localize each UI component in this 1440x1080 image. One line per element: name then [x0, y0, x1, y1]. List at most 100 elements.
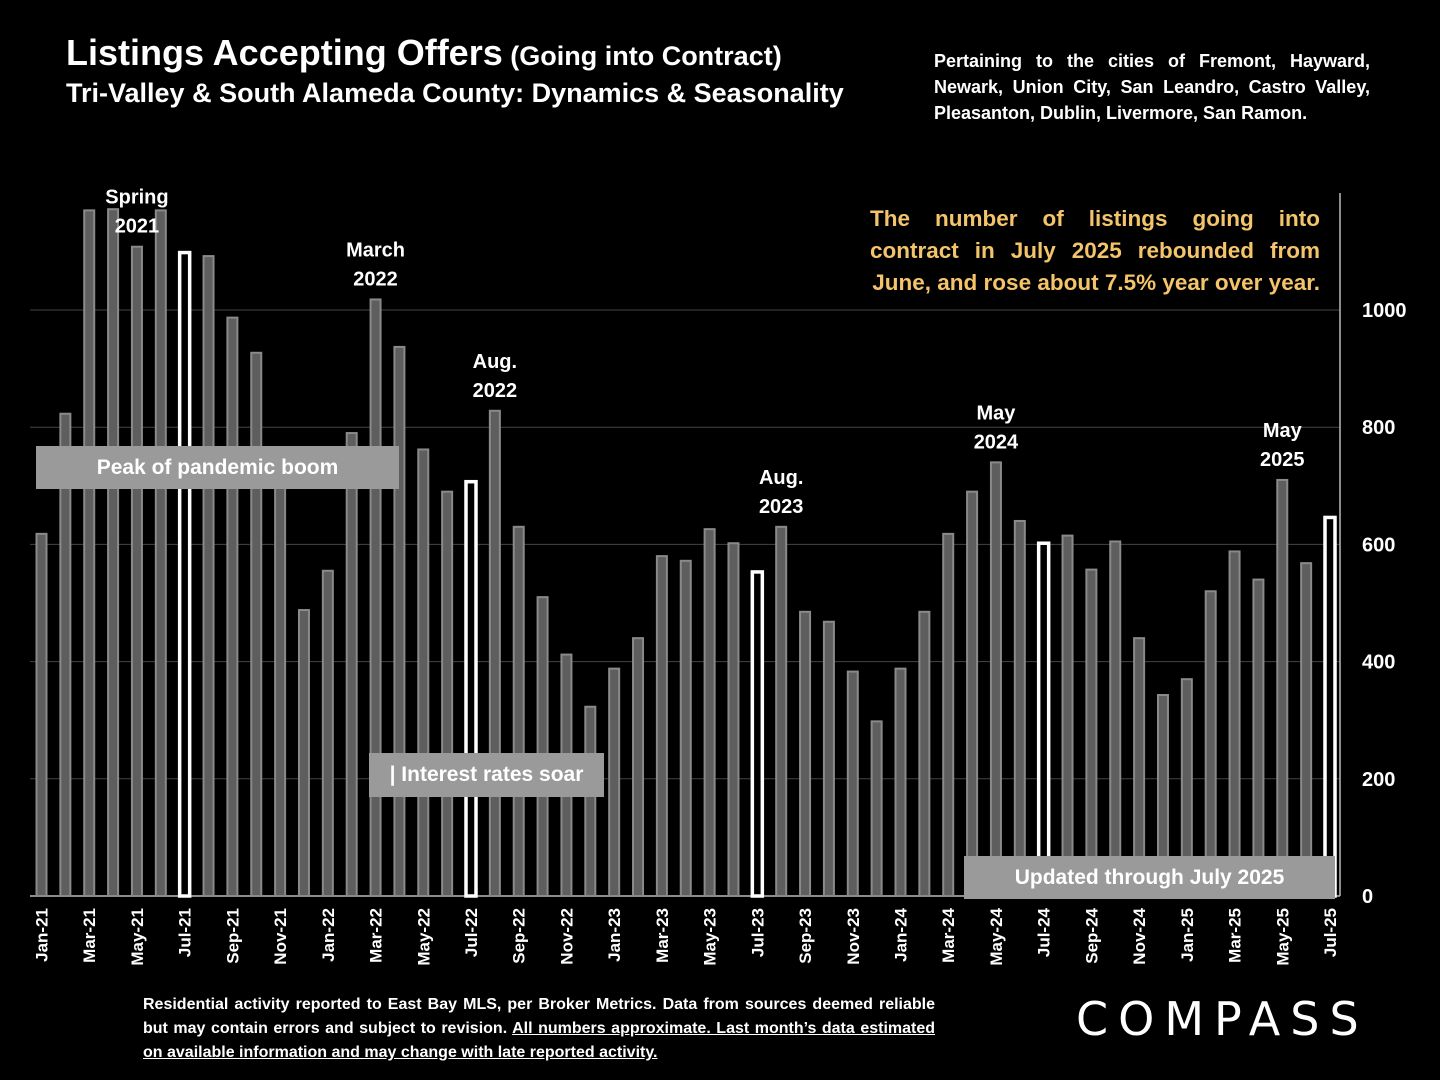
footer-disclaimer: Residential activity reported to East Ba…	[143, 993, 935, 1065]
y-tick-label: 1000	[1362, 300, 1407, 322]
bar	[297, 609, 310, 897]
x-tick-label: Mar-23	[653, 908, 672, 963]
x-tick-label: Jul-25	[1321, 908, 1340, 957]
x-tick-label: Nov-22	[557, 908, 576, 965]
x-tick-label: Mar-24	[939, 907, 958, 962]
x-tick-label: Nov-24	[1130, 907, 1149, 964]
x-tick-label: Mar-22	[367, 908, 386, 963]
bar	[274, 461, 287, 897]
bar	[226, 316, 239, 898]
x-tick-label: Sep-23	[796, 908, 815, 964]
bar	[154, 209, 167, 897]
bar	[870, 720, 883, 898]
bar	[1109, 540, 1122, 897]
bar	[894, 667, 907, 898]
x-tick-label: Jul-24	[1035, 907, 1054, 957]
bar	[1085, 568, 1098, 898]
bar	[417, 448, 430, 897]
bar	[250, 351, 263, 897]
bar	[632, 637, 645, 897]
bar	[1013, 519, 1026, 898]
bar	[59, 412, 72, 897]
bar-chart: 0 200 400 600 800 1000 Jan-21 Mar-21 May-21 Jul-2…	[30, 187, 1407, 966]
bar	[703, 528, 716, 897]
bar	[966, 490, 979, 897]
bar	[1061, 534, 1074, 897]
x-tick-label: May-24	[987, 907, 1006, 965]
title-main: Listings Accepting Offers	[66, 32, 503, 73]
rates-label: | Interest rates soar	[369, 753, 604, 797]
chart-title: Listings Accepting Offers (Going into Co…	[66, 32, 782, 74]
x-tick-label: Jul-22	[462, 908, 481, 957]
x-tick-label: Mar-25	[1226, 908, 1245, 963]
bar	[750, 570, 765, 898]
bar	[488, 409, 501, 897]
x-tick-label: May-22	[414, 908, 433, 966]
footer-text: Residential activity reported to East Ba…	[143, 996, 935, 1037]
bar	[1276, 478, 1289, 897]
scope-note: Pertaining to the cities of Fremont, Hay…	[934, 51, 1370, 123]
x-tick-label: Nov-23	[844, 908, 863, 965]
bar	[799, 610, 812, 897]
x-tick-label: Nov-21	[271, 908, 290, 965]
x-tick-label: Jan-22	[319, 908, 338, 962]
bar	[1252, 578, 1265, 897]
x-tick-label: Jul-23	[748, 908, 767, 957]
bar	[512, 525, 525, 897]
bar-annotation: Spring	[105, 187, 168, 209]
bar-annotation: 2023	[759, 496, 804, 518]
x-tick-label: Jan-23	[605, 908, 624, 962]
bar	[775, 525, 788, 897]
x-tick-label: Jan-21	[33, 908, 52, 962]
bar	[655, 555, 668, 897]
y-tick-label: 0	[1362, 886, 1373, 908]
bar-annotation: 2024	[974, 431, 1019, 453]
bar-annotation: May	[1263, 420, 1303, 442]
bar	[441, 490, 454, 897]
bar	[369, 298, 382, 897]
x-tick-label: May-23	[701, 908, 720, 966]
y-tick-label: 200	[1362, 769, 1395, 791]
x-tick-label: Jul-21	[176, 908, 195, 957]
x-tick-label: May-21	[128, 908, 147, 966]
bar	[1323, 515, 1337, 898]
bar-annotation: March	[346, 239, 405, 261]
bar	[1036, 541, 1051, 898]
title-paren: (Going into Contract)	[502, 41, 782, 71]
x-tick-label: Mar-21	[80, 908, 99, 963]
bar	[393, 345, 406, 897]
bar	[727, 542, 740, 898]
bar	[1300, 562, 1313, 897]
bar-annotation: 2021	[115, 216, 160, 238]
bar	[1204, 590, 1217, 898]
bar	[321, 569, 334, 898]
y-tick-label: 600	[1362, 534, 1395, 556]
bar	[35, 532, 48, 897]
bar	[584, 705, 597, 897]
bar	[918, 610, 931, 897]
y-tick-label: 800	[1362, 417, 1395, 439]
bar	[679, 559, 692, 897]
y-tick-label: 400	[1362, 652, 1395, 674]
x-tick-label: Sep-21	[223, 908, 242, 964]
bar	[536, 596, 549, 897]
x-tick-label: May-25	[1273, 908, 1292, 966]
footer-underlined: All numbers approximate. Last month’s da…	[143, 1020, 936, 1061]
bar-annotation: 2022	[353, 268, 398, 290]
bar	[608, 667, 621, 898]
x-tick-label: Sep-24	[1082, 907, 1101, 963]
compass-logo: COMPASS	[1076, 992, 1369, 1046]
bar	[464, 479, 478, 898]
bar-annotation: 2025	[1260, 449, 1305, 471]
bar	[107, 208, 120, 897]
bar	[83, 209, 96, 897]
bar	[177, 250, 192, 898]
bar-annotation: Aug.	[759, 467, 803, 489]
bar	[989, 461, 1002, 897]
highlight-note: The number of listings going into contra…	[870, 206, 1320, 295]
x-tick-label: Jan-24	[892, 907, 911, 961]
bar	[345, 432, 358, 897]
x-tick-label: Sep-22	[510, 908, 529, 964]
bar-annotation: Aug.	[473, 351, 517, 373]
chart-subtitle: Tri-Valley & South Alameda County: Dynam…	[66, 78, 844, 108]
